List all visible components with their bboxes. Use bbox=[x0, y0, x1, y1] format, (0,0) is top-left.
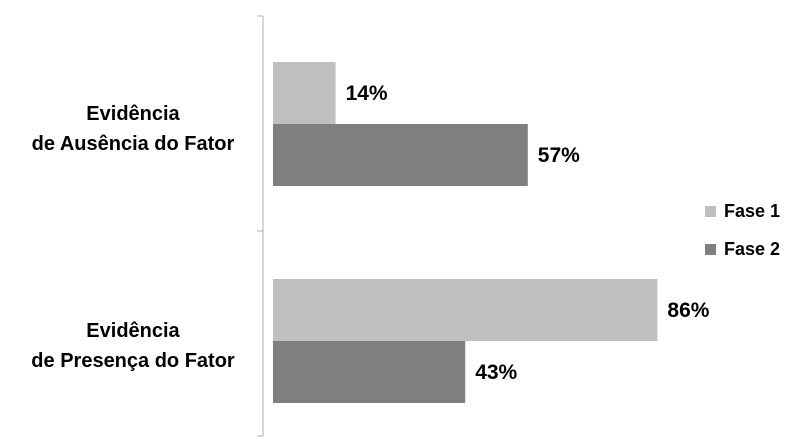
data-label: 57% bbox=[538, 144, 580, 167]
data-labels: 14% 57% 86% 43% bbox=[346, 82, 710, 384]
legend-label: Fase 1 bbox=[724, 201, 780, 221]
bar-fase-2 bbox=[273, 341, 466, 403]
data-label: 86% bbox=[667, 299, 709, 322]
bar-fase-1 bbox=[273, 62, 336, 124]
data-label: 14% bbox=[346, 82, 388, 105]
bars bbox=[273, 62, 658, 403]
category-label: Evidência de Presença do Fator bbox=[31, 320, 235, 372]
category-axis bbox=[257, 15, 264, 437]
category-labels: Evidência de Ausência do Fator Evidência de… bbox=[31, 103, 235, 372]
category-label: Evidência de Ausência do Fator bbox=[32, 103, 235, 155]
legend-swatch bbox=[705, 244, 716, 255]
legend: Fase 1 Fase 2 bbox=[705, 201, 780, 259]
legend-label: Fase 2 bbox=[724, 239, 780, 259]
bar-fase-1 bbox=[273, 279, 658, 341]
legend-swatch bbox=[705, 206, 716, 217]
data-label: 43% bbox=[475, 361, 517, 384]
bar-fase-2 bbox=[273, 124, 528, 186]
